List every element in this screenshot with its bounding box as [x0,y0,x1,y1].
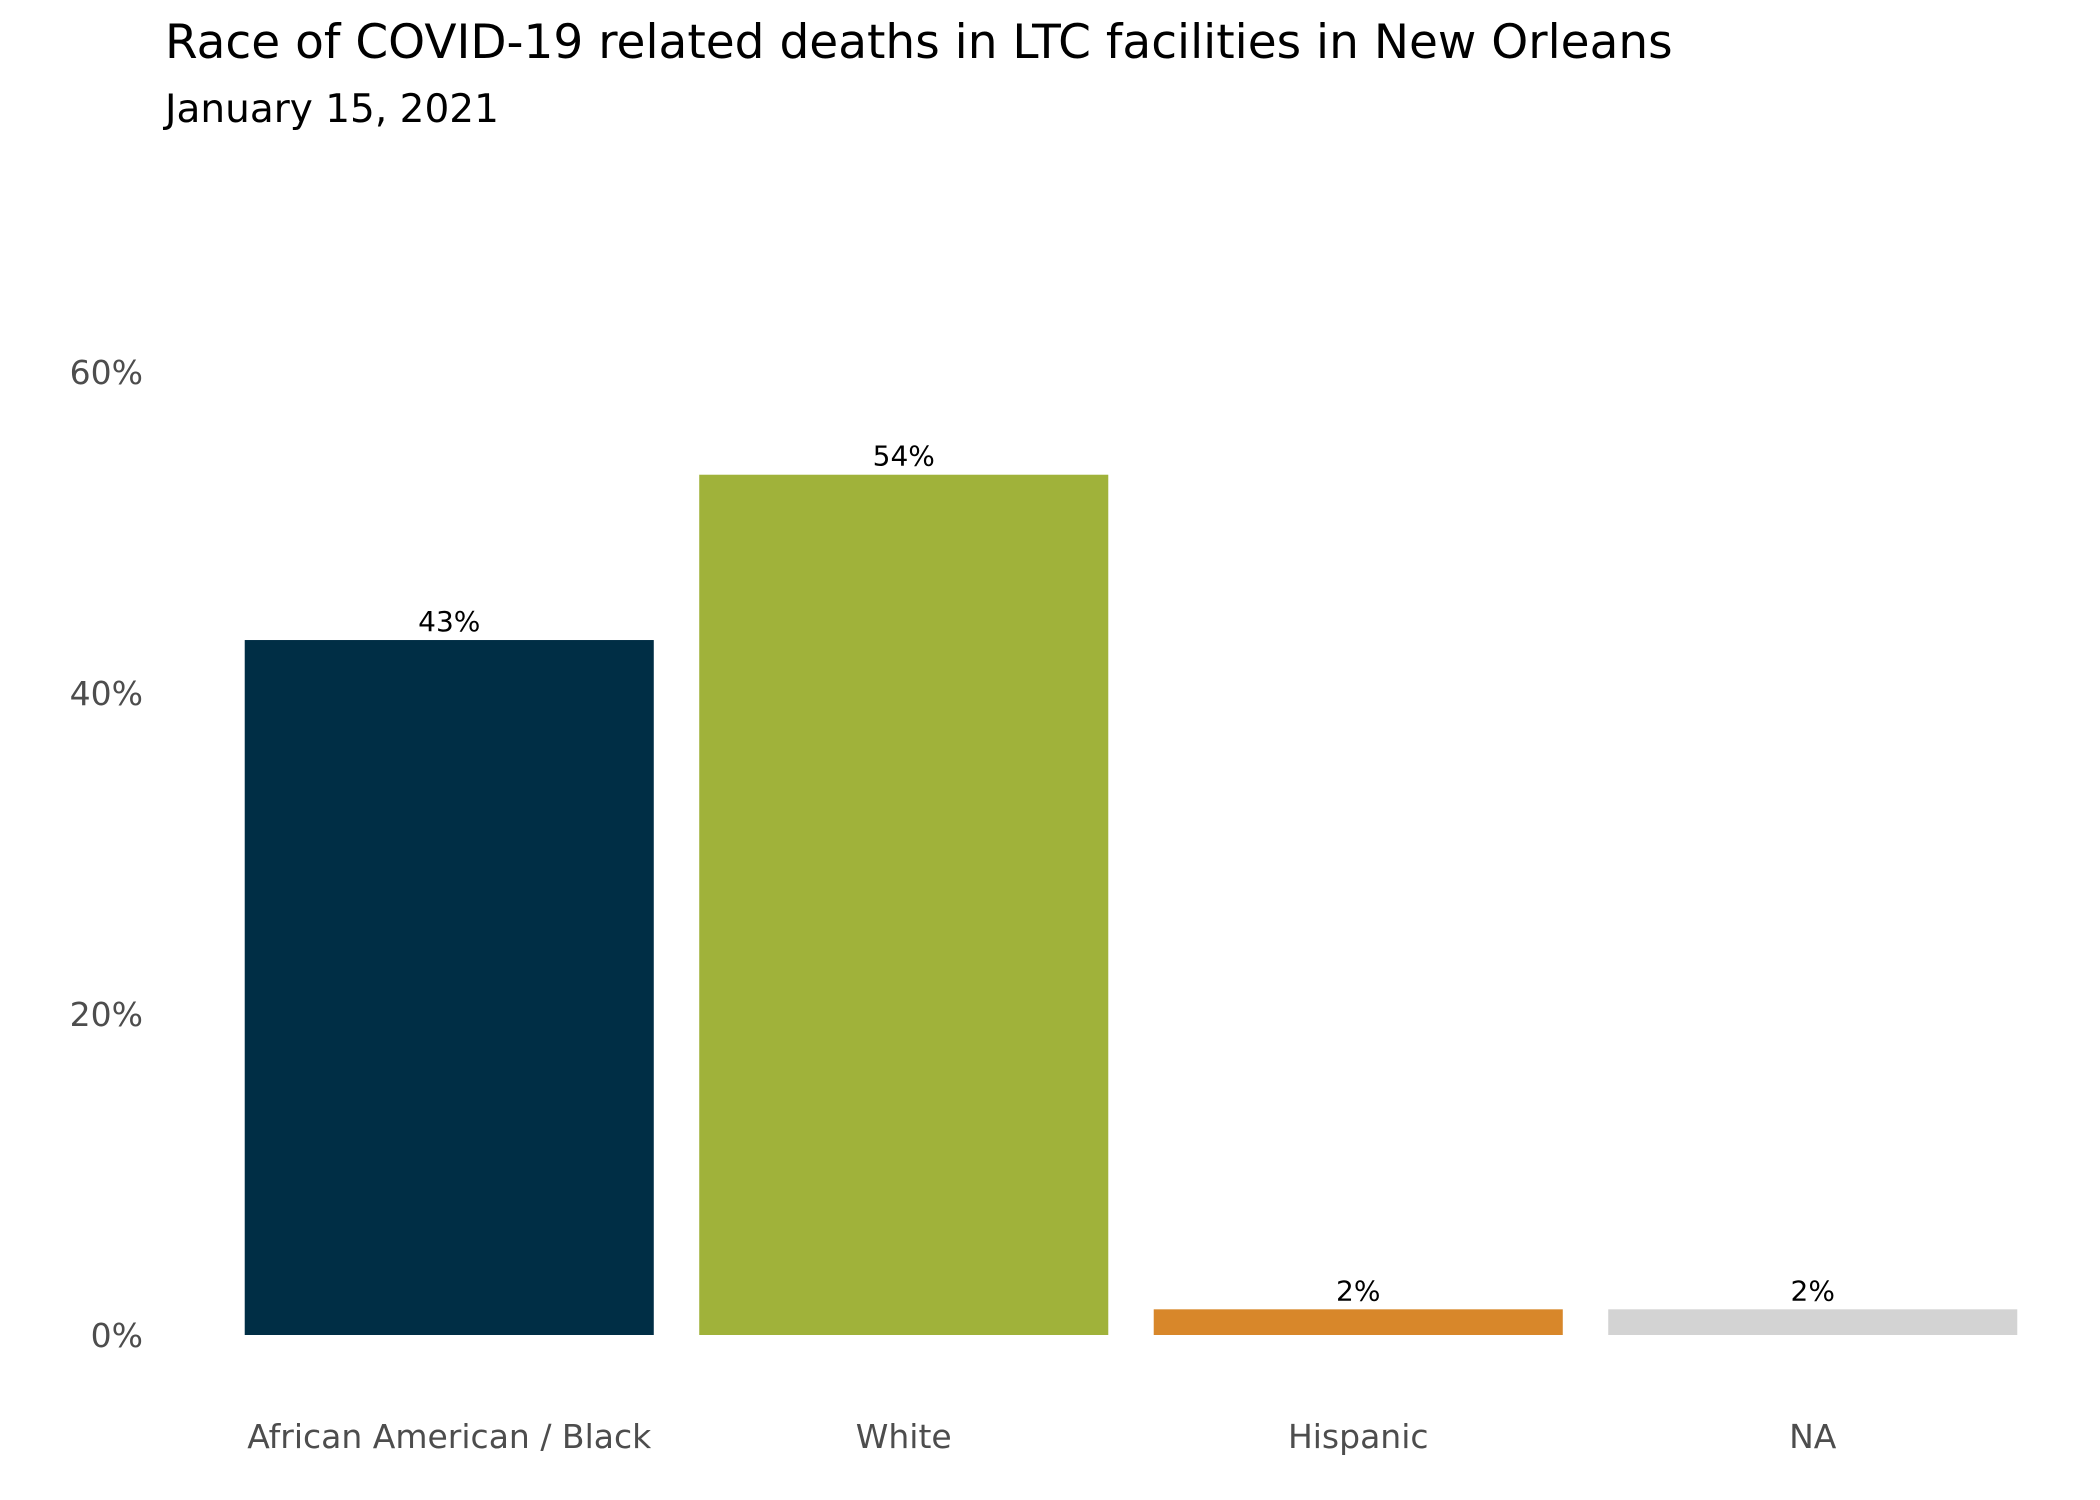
bar [699,474,1109,1336]
bar [244,640,654,1335]
y-tick-label: 0% [91,1316,143,1355]
data-labels-group: 43% 54% 2% 2% [418,440,1835,1308]
data-label: 54% [873,440,935,473]
x-tick-label: NA [1789,1417,1837,1456]
x-tick-label: White [856,1417,952,1456]
data-label: 2% [1791,1274,1835,1307]
bars-group [244,474,2018,1336]
y-tick-label: 20% [70,995,143,1034]
y-tick-label: 40% [70,674,143,713]
x-tick-label: African American / Black [247,1417,652,1456]
y-axis: 0% 20% 40% 60% [70,353,143,1355]
data-label: 43% [418,605,480,638]
y-tick-label: 60% [70,353,143,392]
x-tick-label: Hispanic [1288,1417,1429,1456]
data-label: 2% [1336,1274,1380,1307]
bar [1608,1309,2018,1335]
bar [1153,1309,1563,1335]
chart-subtitle: January 15, 2021 [162,87,499,132]
chart-title: Race of COVID-19 related deaths in LTC f… [165,15,1673,70]
x-axis: African American / Black White Hispanic NA [247,1417,1837,1456]
